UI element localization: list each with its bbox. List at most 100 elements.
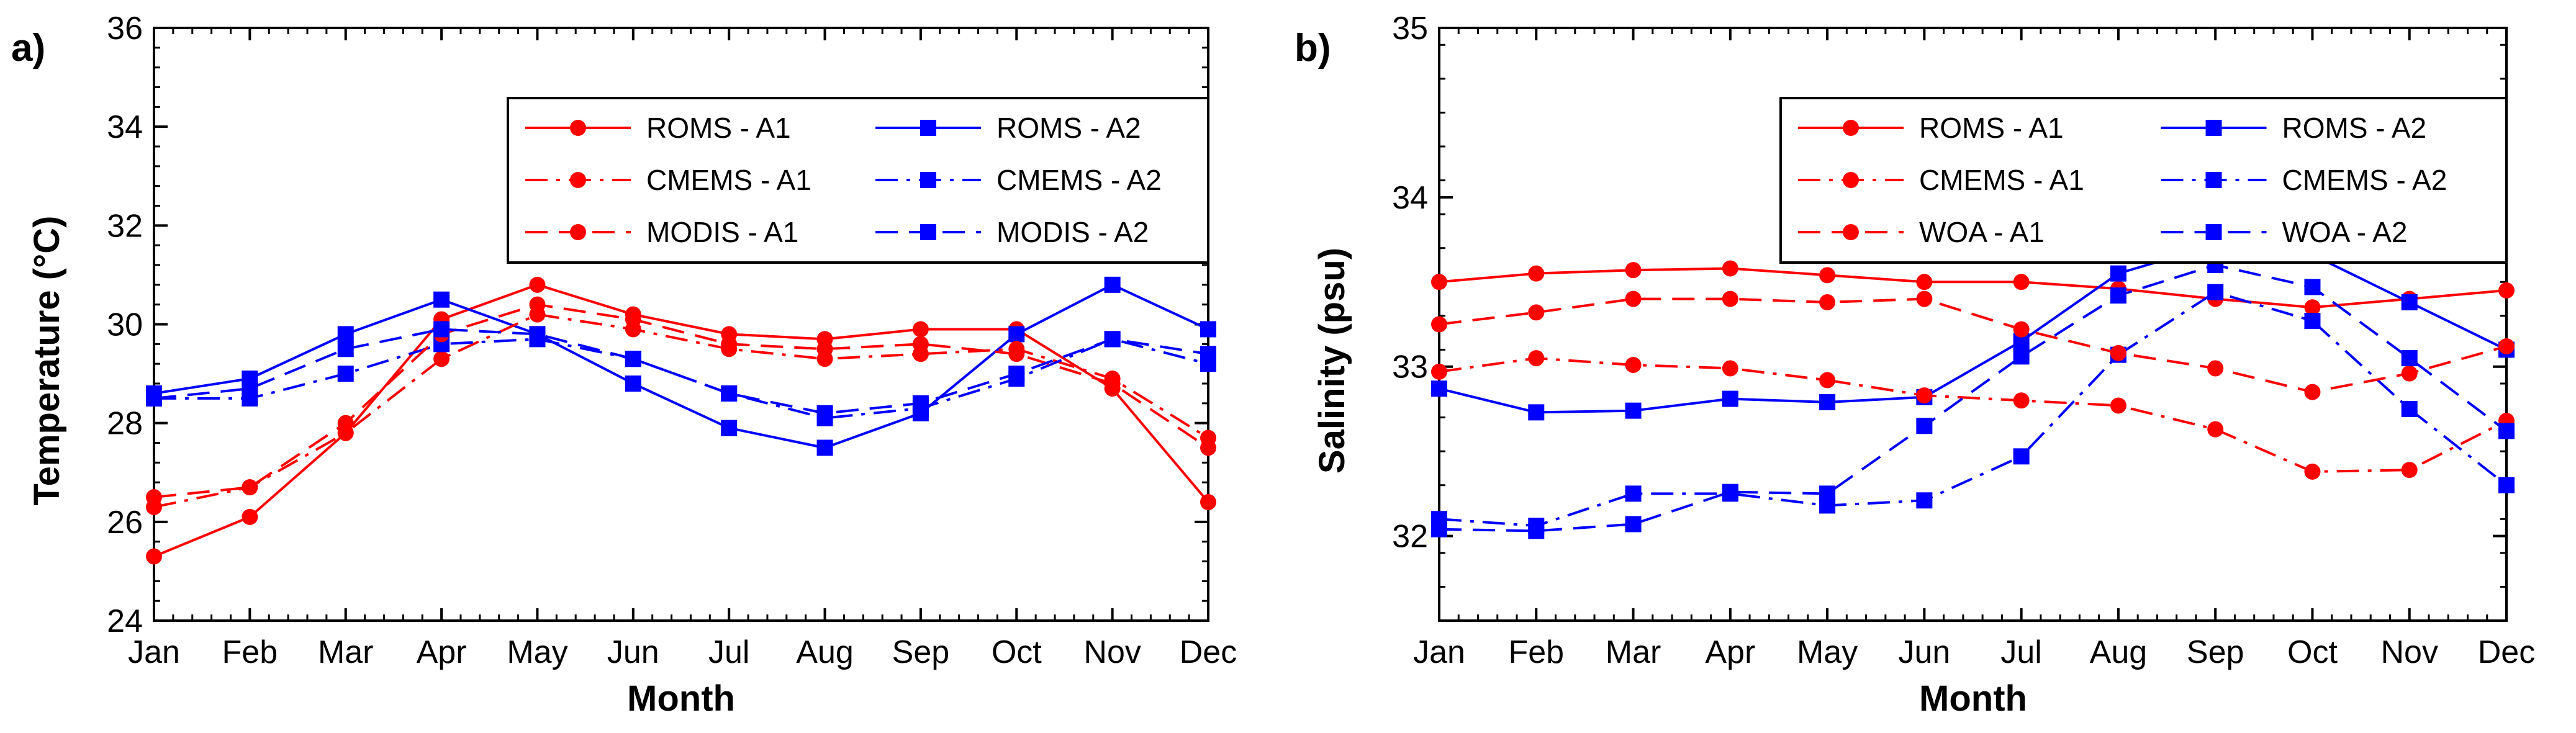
legend-label-b: ROMS - A2: [2282, 112, 2427, 144]
data-point-a-5: [721, 336, 738, 353]
y-tick-label-a: 30: [107, 307, 143, 343]
data-point-a-2: [625, 375, 641, 392]
data-point-b-6: [2304, 279, 2321, 295]
data-point-b-5: [2110, 344, 2126, 361]
data-point-b-2: [1625, 402, 1642, 419]
y-tick-label-b: 35: [1392, 11, 1428, 47]
x-tick-label-a: Nov: [1083, 634, 1141, 670]
data-point-b-5: [1722, 290, 1738, 307]
data-point-b-6: [1722, 483, 1738, 500]
data-point-b-2: [2110, 265, 2126, 282]
legend-label-a: ROMS - A1: [646, 112, 791, 144]
data-point-b-4: [2013, 448, 2030, 465]
series-line-a-5: [153, 303, 1209, 498]
data-point-a-1: [242, 508, 258, 525]
data-point-a-2: [721, 420, 738, 436]
data-point-a-5: [816, 341, 833, 358]
x-tick-label-b: Nov: [2380, 634, 2438, 670]
data-point-b-5: [1528, 304, 1545, 321]
x-tick-label-b: Sep: [2187, 634, 2244, 670]
legend-label-a: MODIS - A2: [997, 216, 1149, 248]
data-point-a-2: [816, 439, 833, 456]
x-tick-label-a: Aug: [796, 634, 854, 670]
data-point-b-3: [2401, 462, 2418, 479]
data-point-a-6: [433, 321, 450, 338]
data-point-a-5: [625, 311, 641, 328]
x-tick-label-b: Jan: [1413, 634, 1465, 670]
data-point-a-5: [1008, 346, 1025, 362]
series-line-a-2: [153, 283, 1209, 449]
x-tick-label-a: Apr: [417, 634, 467, 670]
x-tick-label-a: Jun: [607, 634, 659, 670]
y-tick-label-a: 24: [107, 603, 143, 639]
legend-label-b: WOA - A1: [1919, 216, 2045, 248]
series-line-b-4: [1439, 290, 2508, 528]
data-point-b-4: [2498, 477, 2515, 493]
y-tick-label-b: 33: [1392, 349, 1428, 385]
data-point-b-2: [1431, 380, 1447, 397]
x-tick-label-b: Mar: [1606, 634, 1661, 670]
x-tick-label-a: Jan: [128, 634, 180, 670]
data-point-b-3: [2207, 421, 2224, 438]
data-point-a-5: [1104, 375, 1121, 392]
data-point-b-4: [2401, 400, 2418, 417]
data-point-a-2: [337, 326, 354, 343]
data-point-b-3: [1431, 363, 1447, 380]
data-point-b-4: [2304, 313, 2321, 330]
legend-swatch-marker-a: [570, 172, 586, 188]
data-point-b-4: [1625, 485, 1642, 502]
data-point-b-1: [2013, 274, 2030, 290]
legend-swatch-marker-a: [570, 224, 586, 240]
y-tick-label-b: 34: [1392, 180, 1428, 216]
x-tick-label-b: Aug: [2090, 634, 2148, 670]
data-point-b-5: [1916, 290, 1933, 307]
legend-label-b: WOA - A2: [2282, 216, 2408, 248]
y-tick-label-a: 28: [107, 406, 143, 442]
data-point-a-6: [721, 385, 738, 402]
data-point-a-2: [1008, 326, 1025, 343]
y-axis-title-b: Salinity (psu): [1312, 248, 1352, 474]
x-axis-title-b: Month: [1919, 678, 2027, 719]
data-point-b-6: [2401, 350, 2418, 367]
legend-swatch-marker-b: [2205, 172, 2222, 188]
legend-label-b: ROMS - A1: [1919, 112, 2064, 144]
data-point-b-3: [1625, 356, 1642, 373]
x-tick-label-b: Dec: [2478, 634, 2535, 670]
data-point-a-1: [1200, 494, 1216, 510]
legend-swatch-marker-a: [920, 120, 936, 136]
legend-label-a: CMEMS - A1: [646, 164, 811, 196]
data-point-b-3: [1819, 372, 1836, 389]
x-tick-label-b: Jun: [1898, 634, 1950, 670]
y-axis-title-a: Temperature (°C): [27, 216, 67, 506]
data-point-b-1: [1625, 262, 1642, 279]
data-point-a-1: [912, 321, 929, 338]
data-point-a-5: [1200, 439, 1216, 456]
x-tick-label-b: May: [1797, 634, 1858, 670]
y-tick-label-a: 36: [107, 11, 143, 47]
panel-label-a: a): [11, 27, 45, 70]
legend-label-b: CMEMS - A1: [1919, 164, 2084, 196]
x-tick-label-a: Jul: [708, 634, 749, 670]
legend-swatch-marker-b: [2205, 120, 2222, 136]
data-point-b-1: [1431, 274, 1447, 290]
data-point-a-6: [529, 326, 546, 343]
data-point-a-1: [146, 548, 162, 565]
series-line-b-2: [1439, 243, 2507, 414]
data-point-b-2: [1528, 404, 1545, 421]
data-point-b-5: [1819, 294, 1836, 311]
data-point-b-5: [2498, 338, 2515, 354]
legend-swatch-marker-a: [570, 120, 586, 136]
data-point-b-6: [2498, 423, 2515, 439]
data-point-a-5: [912, 336, 929, 353]
data-point-b-1: [1916, 274, 1933, 290]
data-point-b-4: [1916, 492, 1933, 509]
data-point-b-5: [2401, 365, 2418, 382]
series-line-b-1: [1439, 267, 2507, 309]
data-point-b-6: [1528, 523, 1545, 539]
x-tick-label-a: Feb: [222, 634, 278, 670]
data-point-b-2: [1819, 394, 1836, 411]
legend-swatch-marker-b: [1843, 224, 1859, 240]
data-point-b-6: [1431, 521, 1447, 537]
legend-label-a: CMEMS - A2: [997, 164, 1162, 196]
